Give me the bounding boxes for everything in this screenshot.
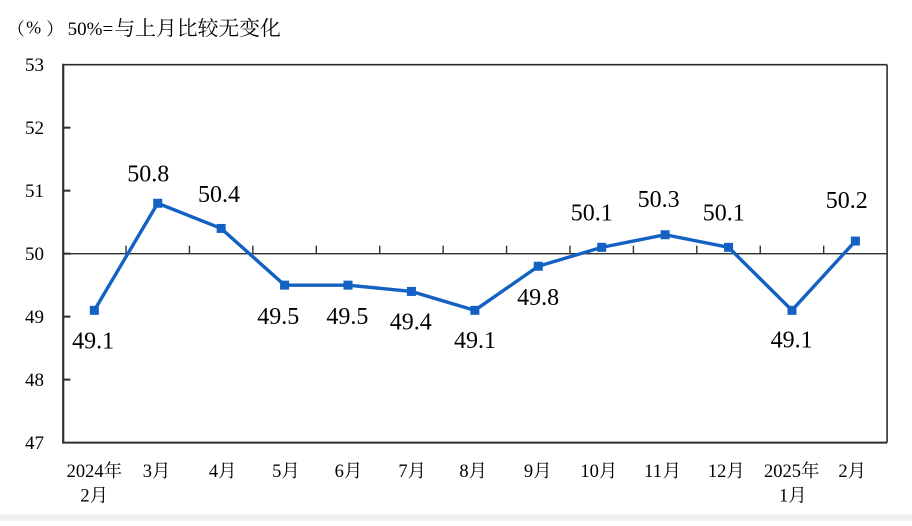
- svg-text:50.2: 50.2: [826, 188, 868, 214]
- svg-text:49.1: 49.1: [454, 328, 496, 354]
- svg-text:2025: 2025: [764, 462, 801, 482]
- svg-text:49.1: 49.1: [771, 328, 813, 354]
- svg-text:50: 50: [25, 244, 44, 265]
- svg-text:4: 4: [209, 462, 218, 482]
- svg-text:11: 11: [644, 462, 662, 482]
- svg-text:49.5: 49.5: [257, 304, 299, 330]
- svg-text:3: 3: [143, 462, 152, 482]
- svg-text:52: 52: [25, 118, 44, 139]
- svg-text:2: 2: [838, 462, 847, 482]
- svg-text:6: 6: [335, 462, 344, 482]
- svg-text:50.3: 50.3: [638, 187, 680, 213]
- svg-text:10: 10: [580, 462, 599, 482]
- svg-text:50.1: 50.1: [571, 201, 613, 227]
- svg-text:%: %: [26, 18, 41, 38]
- svg-text:5: 5: [272, 462, 281, 482]
- svg-text:1: 1: [779, 487, 788, 507]
- svg-text:2024: 2024: [67, 462, 104, 482]
- svg-text:9: 9: [524, 462, 533, 482]
- svg-text:12: 12: [708, 462, 727, 482]
- svg-text:49: 49: [25, 307, 44, 328]
- svg-text:53: 53: [25, 55, 44, 76]
- svg-text:50.1: 50.1: [703, 201, 745, 227]
- svg-text:49.8: 49.8: [517, 285, 559, 311]
- svg-text:7: 7: [398, 462, 407, 482]
- svg-text:50%=: 50%=: [68, 19, 114, 40]
- svg-text:51: 51: [25, 181, 44, 202]
- svg-text:2: 2: [80, 487, 89, 507]
- svg-text:49.5: 49.5: [326, 304, 368, 330]
- svg-text:50.8: 50.8: [127, 161, 169, 187]
- svg-text:49.4: 49.4: [390, 310, 432, 336]
- svg-text:47: 47: [25, 433, 44, 454]
- svg-text:48: 48: [25, 370, 44, 391]
- svg-text:8: 8: [459, 462, 468, 482]
- svg-text:49.1: 49.1: [72, 329, 114, 355]
- svg-text:50.4: 50.4: [198, 182, 240, 208]
